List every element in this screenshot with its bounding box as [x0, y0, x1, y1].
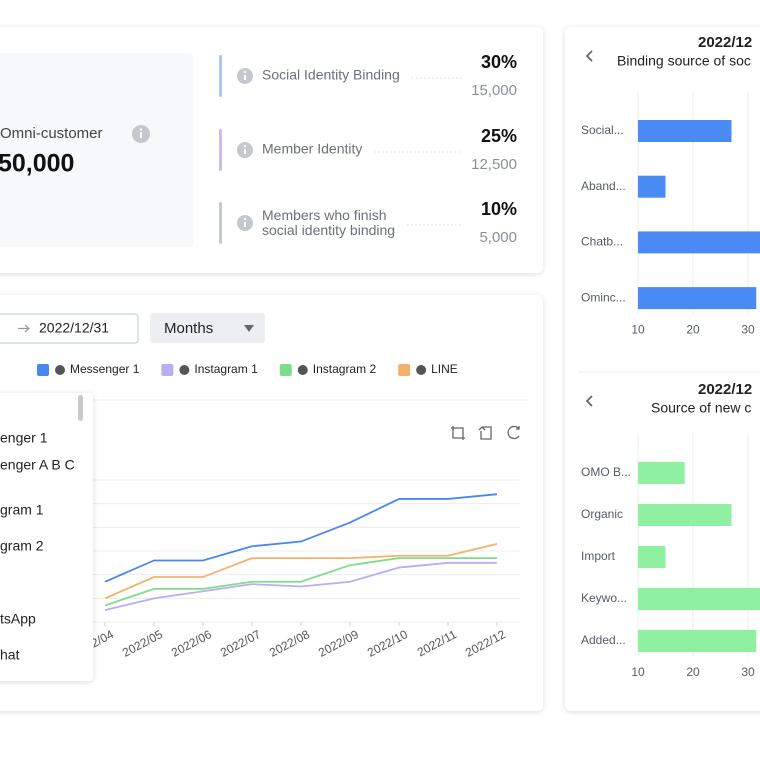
- y-tick-label: Aband...: [581, 179, 626, 193]
- period-title: 2022/12: [698, 381, 752, 398]
- channel-option[interactable]: gram 1: [0, 502, 44, 518]
- series-line: [104, 493, 498, 583]
- info-dot: [243, 217, 247, 221]
- bar: [638, 231, 760, 254]
- chart-title: Binding source of soc: [617, 53, 751, 69]
- channel-option[interactable]: enger A B C: [0, 457, 75, 473]
- metric-count: 12,500: [471, 156, 517, 173]
- y-tick-label: Keywo...: [581, 591, 627, 605]
- source-card: [565, 27, 760, 711]
- channel-option[interactable]: gram 2: [0, 538, 44, 554]
- bar: [638, 287, 757, 310]
- bar: [638, 504, 732, 526]
- bar: [638, 120, 732, 142]
- metric-percent: 30%: [481, 52, 517, 72]
- prev-button[interactable]: [585, 395, 593, 407]
- y-tick-label: OMO B...: [581, 465, 631, 479]
- channel-option[interactable]: enger 1: [0, 430, 48, 446]
- reset-icon[interactable]: [507, 425, 520, 440]
- end-date: 2022/12/31: [39, 320, 109, 336]
- y-tick-label: Social...: [581, 123, 624, 137]
- y-tick-label: Import: [581, 549, 616, 563]
- y-tick-label: Chatb...: [581, 235, 623, 249]
- x-tick-label: 10: [631, 665, 645, 679]
- metric-accent: [219, 202, 222, 244]
- zoom-icon[interactable]: [451, 426, 465, 440]
- y-tick-label: Ominc...: [581, 290, 626, 304]
- channel-dropdown: enger 1 enger A B C gram 1 gram 2 tsApp hat: [0, 393, 93, 681]
- undo-icon[interactable]: [478, 426, 492, 440]
- series-line: [104, 543, 498, 600]
- x-tick-label: 20: [686, 665, 700, 679]
- info-dot: [243, 144, 247, 148]
- chart-title: Source of new c: [651, 400, 751, 416]
- bar: [638, 546, 666, 568]
- arrow-icon: [18, 324, 30, 333]
- info-icon: [132, 125, 150, 143]
- metric-accent: [219, 55, 222, 97]
- total-value: 50,000: [0, 150, 74, 178]
- source-charts: 2022/12 Binding source of soc 10 20 30 Social…: [578, 34, 760, 679]
- date-input[interactable]: [0, 313, 139, 344]
- metric-count: 15,000: [471, 82, 517, 99]
- metric-accent: [219, 129, 222, 171]
- legend-channel-icon: [55, 365, 65, 375]
- info-stem: [244, 149, 246, 154]
- legend-swatch: [279, 364, 292, 376]
- y-tick-label: Added...: [581, 633, 626, 647]
- metric-percent: 10%: [481, 199, 517, 219]
- legend-label: LINE: [431, 362, 458, 376]
- trend-card: [0, 295, 543, 711]
- bar: [638, 175, 666, 198]
- legend-swatch: [161, 364, 174, 376]
- channel-option[interactable]: hat: [0, 647, 20, 663]
- metric-percent: 25%: [481, 126, 517, 146]
- select-caret: [244, 325, 254, 332]
- legend-label: Instagram 1: [194, 362, 258, 376]
- info-icon: [237, 68, 253, 84]
- legend-swatch: [398, 364, 411, 376]
- x-tick-label: 30: [741, 665, 755, 679]
- y-tick-label: Organic: [581, 507, 623, 521]
- info-stem: [244, 222, 246, 227]
- dropdown-panel: [0, 393, 93, 681]
- summary: Omni-customer 50,000 Social Identity Bin…: [0, 52, 517, 247]
- info-stem: [244, 75, 246, 80]
- toolbox: [451, 425, 520, 440]
- channel-option[interactable]: tsApp: [0, 611, 36, 627]
- series-line: [104, 561, 497, 612]
- series-line: [104, 557, 497, 607]
- metric-label: Members who finish social identity bindi…: [262, 207, 395, 238]
- legend-label: Instagram 2: [313, 362, 377, 376]
- legend-channel-icon: [416, 365, 427, 375]
- x-tick-label: 10: [631, 322, 645, 336]
- metric-label: Social Identity Binding: [262, 67, 400, 83]
- bar: [638, 630, 757, 652]
- period-select[interactable]: [150, 313, 265, 343]
- metric-label: Member Identity: [262, 141, 362, 157]
- legend-channel-icon: [297, 365, 308, 375]
- info-icon: [237, 142, 253, 158]
- legend-label: Messenger 1: [70, 362, 140, 376]
- bar: [638, 462, 685, 484]
- period-title: 2022/12: [698, 34, 752, 51]
- total-box: [0, 53, 193, 247]
- prev-button[interactable]: [585, 50, 593, 62]
- scrollbar: [78, 395, 83, 421]
- x-tick-label: 20: [686, 322, 700, 336]
- x-tick-label: 30: [741, 322, 755, 336]
- legend-channel-icon: [179, 365, 190, 375]
- info-icon: [237, 215, 253, 231]
- legend-swatch: [37, 364, 49, 376]
- filters: 2022/12/31 Months: [0, 313, 265, 344]
- total-title: Omni-customer: [0, 125, 103, 142]
- metric-count: 5,000: [479, 229, 517, 246]
- period: Months: [164, 320, 213, 337]
- info-dot: [243, 70, 247, 74]
- bar: [638, 588, 760, 610]
